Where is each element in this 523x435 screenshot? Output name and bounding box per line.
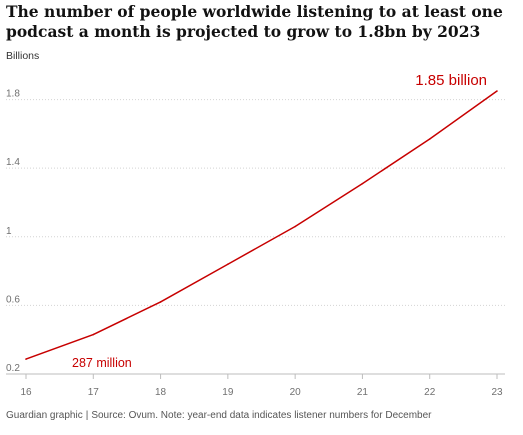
x-tick-label: 19 — [222, 387, 234, 398]
y-tick-label: 1.4 — [6, 157, 20, 168]
y-tick-label: 1 — [6, 226, 12, 237]
y-tick-label: 0.2 — [6, 363, 20, 374]
x-tick-label: 18 — [155, 387, 167, 398]
x-tick-label: 23 — [491, 387, 503, 398]
footer-separator: | — [85, 410, 89, 421]
data-point — [227, 263, 229, 266]
data-point — [159, 301, 162, 303]
footer-credit: Guardian graphic — [6, 410, 83, 421]
x-tick-label: 21 — [357, 387, 369, 398]
data-point — [496, 90, 498, 92]
data-point — [294, 225, 296, 228]
footer: Guardian graphic | Source: Ovum. Note: yea… — [6, 410, 431, 421]
x-tick-label: 22 — [424, 387, 436, 398]
annotation-end-value: 1.85 billion — [415, 72, 487, 89]
y-axis-unit-label: Billions — [6, 50, 40, 62]
footer-source: Source: Ovum. Note: year-end data indica… — [91, 410, 432, 421]
y-tick-label: 0.6 — [6, 294, 20, 305]
data-point — [25, 358, 27, 360]
data-point — [428, 138, 431, 140]
chart-title: The number of people worldwide listening… — [6, 2, 503, 41]
annotation-start-value: 287 million — [72, 356, 132, 370]
series-line — [25, 90, 498, 360]
y-tick-label: 1.8 — [6, 89, 20, 100]
x-tick-label: 17 — [88, 387, 100, 398]
x-tick-label: 16 — [20, 387, 32, 398]
x-tick-label: 20 — [290, 387, 302, 398]
data-point — [92, 333, 95, 336]
data-point — [361, 182, 364, 185]
